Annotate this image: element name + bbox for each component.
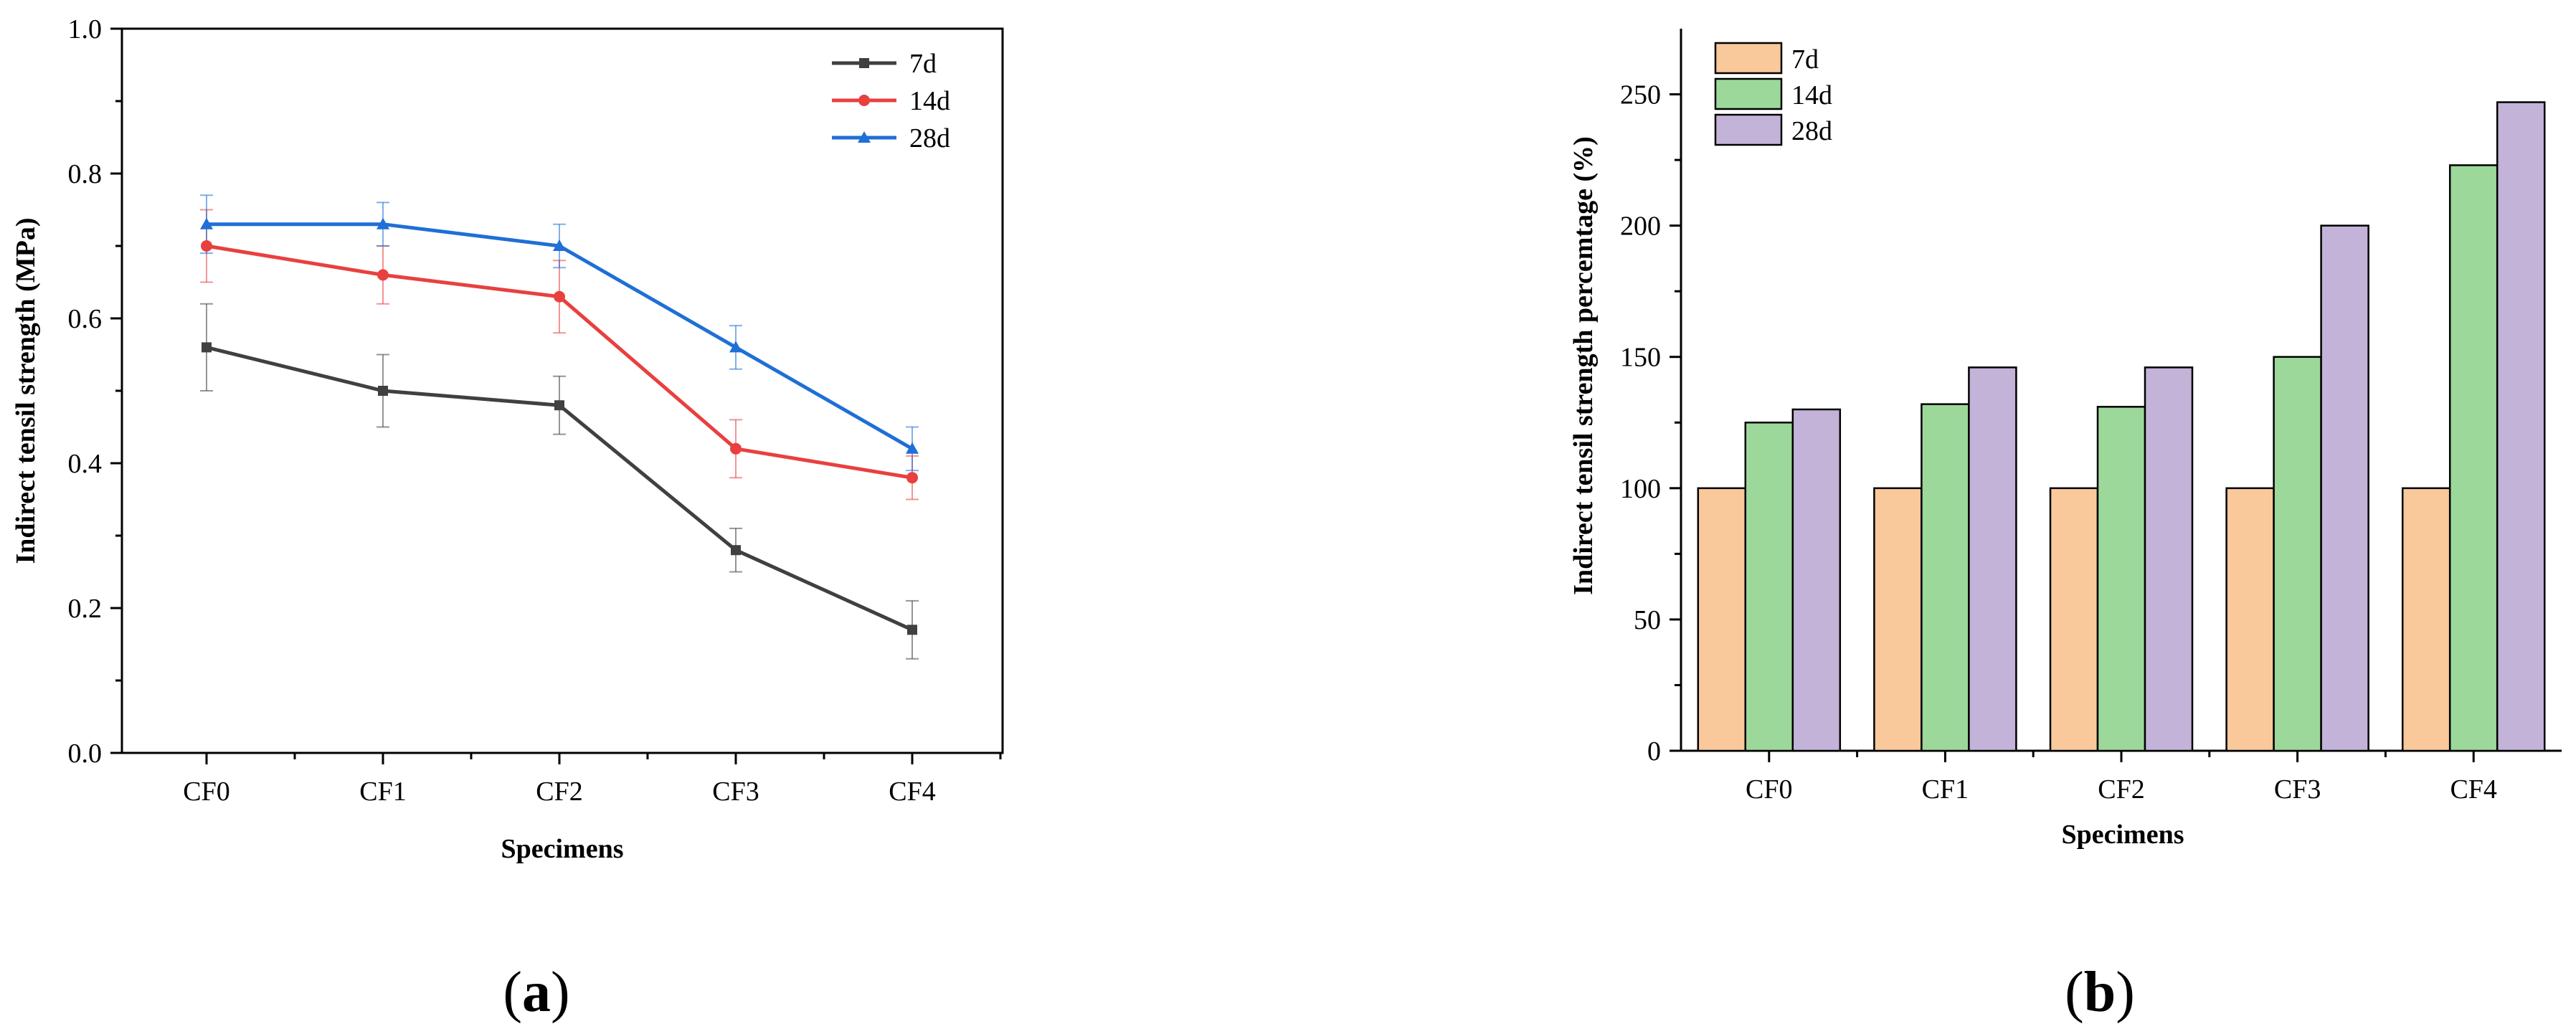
bar-28d	[2496, 101, 2546, 752]
legend-swatch-14d	[1714, 77, 1783, 110]
y-tick-label: 250	[1620, 80, 1661, 110]
x-tick-label: CF3	[2274, 774, 2321, 805]
data-point-7d	[907, 625, 917, 635]
data-point-28d	[377, 217, 389, 229]
y-axis-ticks: 0.0 0.2 0.4 0.6 0.8 1.0	[68, 14, 122, 769]
x-axis-ticks: CF0 CF1 CF2 CF3 CF4	[1746, 751, 2497, 805]
bar-14d	[1744, 422, 1794, 752]
legend-marker-28d	[858, 131, 871, 143]
data-point-14d	[730, 442, 742, 455]
x-axis-ticks: CF0 CF1 CF2 CF3 CF4	[183, 753, 1002, 807]
y-tick-label: 1.0	[68, 14, 103, 44]
error-bars	[200, 194, 919, 660]
y-tick-label: 50	[1634, 605, 1661, 635]
data-point-7d	[378, 386, 388, 396]
y-tick-label: 0	[1647, 736, 1661, 767]
bar-28d	[1791, 408, 1842, 752]
x-tick-label: CF4	[2450, 774, 2496, 805]
data-point-28d	[729, 341, 742, 353]
y-tick-label: 0.6	[68, 304, 103, 334]
bar-7d	[2401, 487, 2451, 752]
bar-7d	[2049, 487, 2099, 752]
data-point-14d	[201, 240, 212, 252]
y-axis-title: Indirect tensil strength (MPa)	[11, 217, 41, 564]
data-point-28d	[553, 239, 566, 251]
data-point-14d	[377, 269, 389, 281]
x-tick-label: CF0	[183, 777, 229, 807]
bar-7d	[1873, 487, 1923, 752]
data-point-7d	[554, 400, 564, 411]
x-tick-label: CF4	[889, 777, 935, 807]
x-axis-title: Specimens	[501, 834, 624, 864]
bar-28d	[2144, 366, 2194, 752]
bars	[1697, 101, 2546, 752]
legend-label-28d: 28d	[1791, 116, 1832, 146]
data-point-7d	[731, 545, 741, 556]
y-tick-label: 150	[1620, 343, 1661, 373]
x-tick-label: CF1	[1922, 774, 1969, 805]
data-point-28d	[906, 442, 919, 454]
bar-14d	[1921, 403, 1970, 752]
series-markers	[200, 217, 919, 635]
bar-28d	[2320, 224, 2369, 752]
legend-label-7d: 7d	[1791, 44, 1819, 75]
data-point-14d	[906, 472, 918, 484]
legend-swatch-7d	[1714, 42, 1783, 75]
bar-14d	[2096, 406, 2146, 752]
x-axis-title: Specimens	[2062, 820, 2184, 850]
bar-7d	[2225, 487, 2275, 752]
bar-28d	[1968, 366, 2017, 752]
legend-label-14d: 14d	[909, 86, 950, 116]
bar-chart-panel: 0 50 100 150 200 250 CF0 CF1 CF2 CF3 CF4 Specimen…	[1568, 29, 2562, 1024]
bar-7d	[1697, 487, 1747, 752]
legend-label-28d: 28d	[909, 123, 950, 153]
x-tick-label: CF3	[712, 777, 759, 807]
x-tick-label: CF1	[359, 777, 406, 807]
line-chart-panel: 0.0 0.2 0.4 0.6 0.8 1.0 CF0 CF1 CF2 CF3 CF4 Speci…	[11, 14, 1004, 1024]
data-point-7d	[202, 342, 212, 353]
x-tick-label: CF0	[1746, 774, 1792, 805]
legend: 7d 14d 28d	[1714, 42, 1832, 146]
legend-marker-14d	[858, 95, 870, 106]
panel-label: (b)	[2065, 961, 2135, 1024]
legend: 7d 14d 28d	[832, 49, 950, 153]
legend-marker-7d	[859, 58, 869, 68]
data-point-28d	[200, 217, 213, 229]
y-tick-label: 0.8	[68, 159, 103, 189]
y-tick-label: 100	[1620, 474, 1661, 504]
y-tick-label: 0.4	[68, 449, 103, 479]
x-tick-label: CF2	[536, 777, 582, 807]
bar-14d	[2448, 164, 2499, 752]
data-point-14d	[554, 290, 565, 303]
y-axis-title: Indirect tensil strength percemtage (%)	[1568, 136, 1599, 595]
panel-label-letter: b	[2084, 961, 2116, 1024]
y-tick-label: 0.2	[68, 594, 103, 624]
panel-label-letter: a	[522, 961, 551, 1024]
y-axis-ticks: 0 50 100 150 200 250	[1620, 80, 1681, 767]
panel-label: (a)	[503, 961, 569, 1024]
legend-label-14d: 14d	[1791, 80, 1832, 110]
legend-label-7d: 7d	[909, 49, 937, 79]
y-tick-label: 0.0	[68, 739, 103, 769]
y-tick-label: 200	[1620, 212, 1661, 242]
legend-swatch-28d	[1714, 113, 1783, 146]
x-tick-label: CF2	[2098, 774, 2144, 805]
bar-14d	[2273, 356, 2322, 752]
